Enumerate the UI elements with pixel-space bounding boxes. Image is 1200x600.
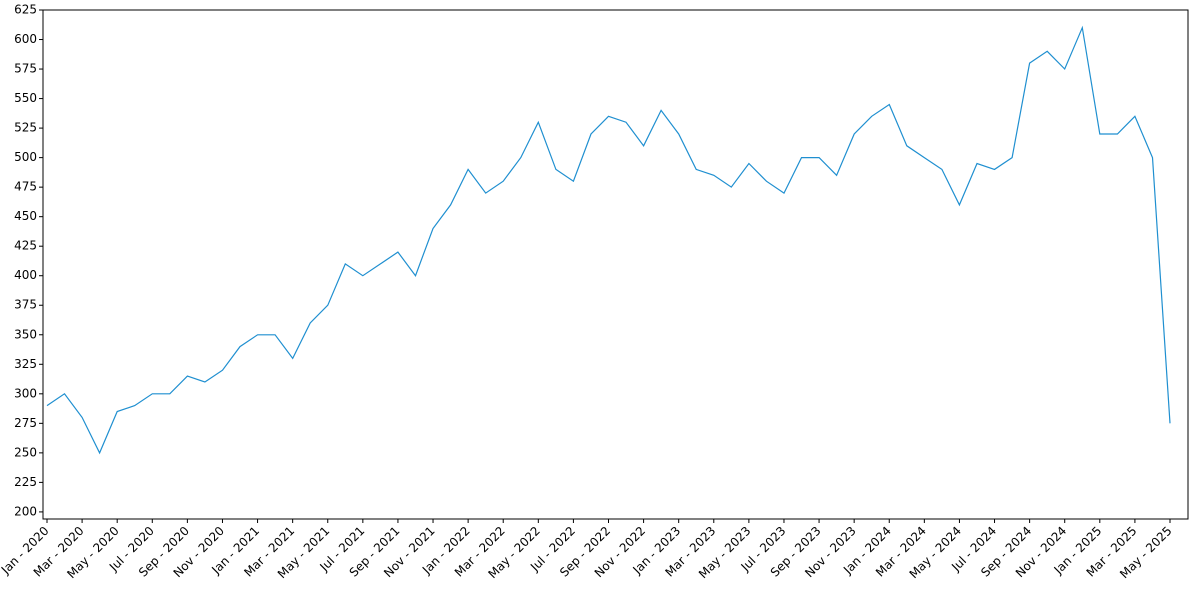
y-tick-label: 200 <box>14 504 37 518</box>
y-tick-label: 475 <box>14 180 37 194</box>
y-tick-label: 525 <box>14 121 37 135</box>
y-tick-label: 375 <box>14 298 37 312</box>
y-tick-label: 350 <box>14 327 37 341</box>
y-tick-label: 275 <box>14 416 37 430</box>
y-tick-label: 300 <box>14 386 37 400</box>
y-tick-label: 600 <box>14 32 37 46</box>
y-tick-label: 425 <box>14 239 37 253</box>
plot-frame <box>42 9 1189 520</box>
y-tick-label: 250 <box>14 445 37 459</box>
y-tick-label: 450 <box>14 209 37 223</box>
y-tick-label: 325 <box>14 357 37 371</box>
y-tick-label: 225 <box>14 475 37 489</box>
price-line <box>46 25 1171 455</box>
y-tick-label: 400 <box>14 268 37 282</box>
y-tick-label: 575 <box>14 62 37 76</box>
y-tick-label: 625 <box>14 3 37 17</box>
y-tick-label: 500 <box>14 150 37 164</box>
y-tick-label: 550 <box>14 91 37 105</box>
